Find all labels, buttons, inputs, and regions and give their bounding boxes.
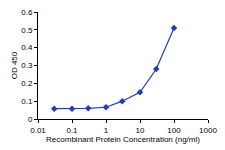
svg-text:0.3: 0.3 xyxy=(21,61,33,70)
svg-text:0.2: 0.2 xyxy=(21,79,33,88)
svg-text:0: 0 xyxy=(28,115,33,124)
svg-text:1000: 1000 xyxy=(199,126,217,135)
svg-text:0.6: 0.6 xyxy=(21,8,33,17)
svg-text:Recombinant Protein Concentrat: Recombinant Protein Concentration (ng/ml… xyxy=(46,135,200,144)
svg-text:OD 450: OD 450 xyxy=(10,51,19,79)
svg-text:10: 10 xyxy=(136,126,145,135)
svg-text:0.01: 0.01 xyxy=(30,126,46,135)
svg-text:0.5: 0.5 xyxy=(21,26,33,35)
svg-text:0.4: 0.4 xyxy=(21,43,33,52)
svg-text:0.1: 0.1 xyxy=(66,126,78,135)
svg-text:100: 100 xyxy=(167,126,181,135)
svg-text:0.1: 0.1 xyxy=(21,97,33,106)
svg-text:1: 1 xyxy=(104,126,109,135)
